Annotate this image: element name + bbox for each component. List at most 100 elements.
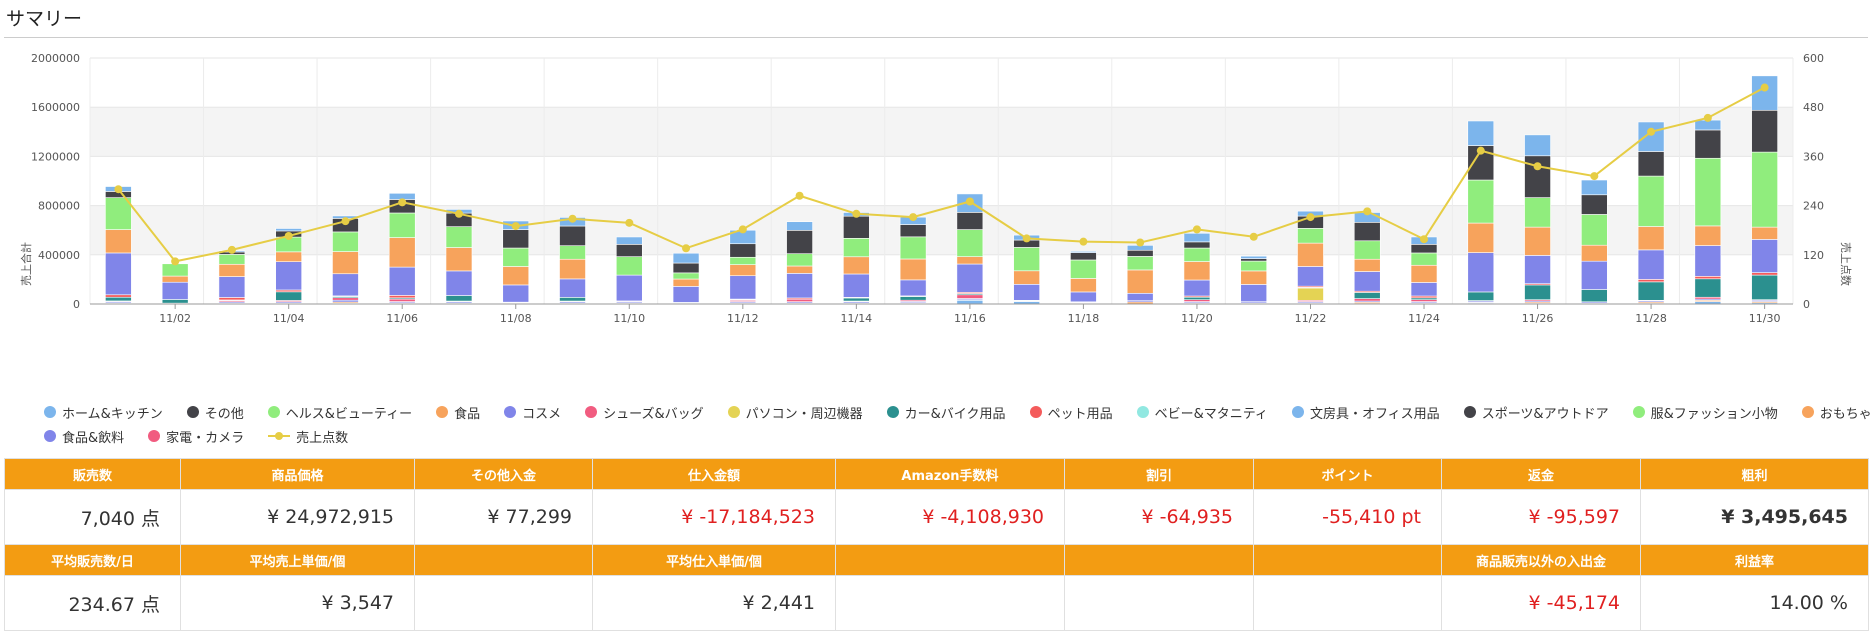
- legend-label: カー&バイク用品: [904, 406, 1006, 422]
- line-point: [795, 191, 804, 200]
- bar-segment: [615, 274, 643, 302]
- legend-item[interactable]: おもちゃ&ホビー: [1801, 403, 1872, 422]
- bar-segment: [1467, 120, 1495, 146]
- bar-segment: [1070, 291, 1097, 303]
- bar-segment: [445, 247, 473, 272]
- line-point: [341, 217, 350, 226]
- bar-segment: [388, 237, 416, 268]
- summary-header-cell: 返金: [1441, 458, 1641, 490]
- line-point: [1533, 162, 1542, 171]
- bar-segment: [1070, 251, 1097, 253]
- bar-segment: [161, 263, 189, 277]
- legend-item[interactable]: カー&バイク用品: [886, 403, 1006, 422]
- summary-header-cell: [1253, 544, 1442, 576]
- bar-segment: [332, 231, 359, 252]
- bar-segment: [1524, 134, 1551, 157]
- legend-label: ホーム&キッチン: [62, 406, 163, 422]
- y2-tick-label: 600: [1803, 52, 1824, 65]
- line-point: [1136, 238, 1145, 247]
- bar-segment: [843, 215, 870, 239]
- bar-segment: [1637, 175, 1665, 227]
- bar-segment: [559, 225, 586, 246]
- bar-segment: [786, 230, 813, 254]
- bar-segment: [1183, 247, 1211, 262]
- summary-header-cell: [1064, 544, 1254, 576]
- y-axis-label: 売上合計: [19, 242, 33, 286]
- line-point: [1192, 225, 1201, 234]
- x-tick-label: 11/22: [1295, 312, 1327, 325]
- y-tick-label: 400000: [38, 249, 80, 262]
- legend-item[interactable]: 食品: [436, 403, 480, 422]
- legend-label: ヘルス&ビューティー: [285, 406, 413, 422]
- summary-value-cell: ¥ 2,441: [592, 575, 836, 631]
- legend-dot-icon: [148, 430, 161, 442]
- legend-item[interactable]: 文房具・オフィス用品: [1291, 403, 1440, 422]
- bar-segment: [1581, 214, 1608, 246]
- legend-dot-icon: [1632, 406, 1645, 418]
- bar-segment: [218, 254, 246, 265]
- legend-item[interactable]: 服&ファッション小物: [1632, 403, 1778, 422]
- bar-segment: [1070, 252, 1097, 261]
- bar-segment: [105, 252, 132, 296]
- bar-segment: [899, 296, 927, 301]
- legend-item[interactable]: コスメ: [504, 403, 561, 422]
- bar-segment: [1694, 157, 1722, 227]
- chart-grid: [89, 57, 1794, 305]
- bar-segment: [1467, 179, 1495, 224]
- legend-item[interactable]: 家電・カメラ: [148, 427, 244, 446]
- bar-segment: [1524, 155, 1551, 198]
- bar-segment: [1126, 256, 1154, 271]
- bar-segment: [1183, 296, 1211, 300]
- bar-segment: [1183, 279, 1211, 297]
- legend-item[interactable]: スポーツ&アウトドア: [1463, 403, 1609, 422]
- bar-segment: [1581, 260, 1608, 290]
- bar-segment: [1297, 287, 1324, 301]
- bar-segment: [1240, 260, 1268, 272]
- legend-label: パソコン・周辺機器: [745, 406, 863, 422]
- bar-segment: [1183, 261, 1211, 281]
- bar-segment: [559, 258, 586, 280]
- legend-dot-icon: [1801, 406, 1814, 418]
- x-tick-label: 11/28: [1635, 312, 1667, 325]
- legend-item[interactable]: シューズ&バッグ: [585, 403, 704, 422]
- bar-segment: [1070, 278, 1097, 293]
- y2-tick-label: 480: [1803, 101, 1824, 114]
- line-point: [1363, 207, 1372, 216]
- legend-label: ベビー&マタニティ: [1154, 406, 1268, 422]
- summary-value-cell: 7,040 点: [4, 489, 181, 545]
- bar-segment: [105, 294, 132, 298]
- line-point: [171, 257, 180, 266]
- legend-item[interactable]: パソコン・周辺機器: [727, 403, 863, 422]
- x-tick-label: 11/20: [1181, 312, 1213, 325]
- legend-item[interactable]: ベビー&マタニティ: [1136, 403, 1268, 422]
- legend-item[interactable]: 売上点数: [268, 427, 348, 446]
- bar-segment: [729, 256, 757, 265]
- legend-dot-icon: [44, 406, 56, 418]
- bar-segment: [672, 272, 700, 280]
- legend-item[interactable]: ヘルス&ビューティー: [267, 403, 413, 422]
- legend-item[interactable]: その他: [186, 403, 244, 422]
- legend-dot-icon: [436, 406, 449, 418]
- x-tick-label: 11/08: [500, 312, 532, 325]
- bar-segment: [1070, 259, 1097, 279]
- y2-tick-label: 240: [1803, 200, 1824, 213]
- line-point: [227, 245, 236, 254]
- legend-dot-icon: [886, 406, 899, 418]
- legend-label: 食品&飲料: [62, 430, 125, 446]
- legend-item[interactable]: ペット用品: [1029, 403, 1113, 422]
- y-tick-label: 1600000: [31, 101, 80, 114]
- bar-segment: [843, 273, 870, 298]
- y2-tick-label: 120: [1803, 249, 1824, 262]
- line-point: [1476, 146, 1485, 155]
- bar-segment: [161, 275, 189, 283]
- bar-segment: [899, 236, 927, 260]
- legend-item[interactable]: 食品&飲料: [44, 427, 124, 446]
- line-point: [511, 222, 520, 231]
- line-point: [568, 214, 577, 223]
- legend-item[interactable]: ホーム&キッチン: [44, 403, 163, 422]
- title-divider: [4, 37, 1868, 38]
- bar-segment: [729, 243, 757, 258]
- bar-segment: [1297, 266, 1324, 287]
- legend-row: ホーム&キッチン その他 ヘルス&ビューティー 食品 コスメ シューズ&バッグ パソコン・周…: [44, 400, 1872, 424]
- summary-header-cell: 平均販売数/日: [4, 544, 181, 576]
